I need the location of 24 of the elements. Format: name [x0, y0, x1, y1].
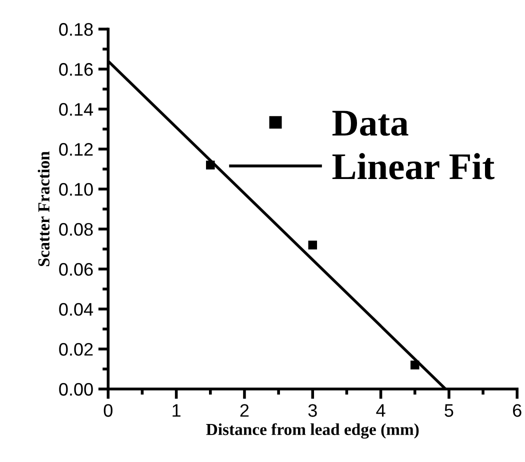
y-tick-label: 0.12	[59, 143, 93, 156]
legend-label: Linear Fit	[332, 153, 494, 180]
y-tick-label: 0.10	[59, 182, 93, 196]
x-tick-label: 5	[444, 404, 454, 417]
x-tick-label: 1	[172, 404, 180, 417]
x-tick-label: 0	[104, 404, 112, 417]
y-tick-label: 0.02	[59, 342, 93, 356]
y-tick-label: 0.18	[59, 23, 93, 36]
y-tick-label: 0.06	[59, 262, 93, 276]
point	[308, 240, 318, 250]
point	[206, 160, 215, 170]
y-axis-title: Scatter Fraction	[38, 151, 50, 266]
x-tick-label: 6	[513, 404, 522, 417]
legend-label: Data	[332, 110, 408, 136]
y-tick-label: 0.14	[59, 103, 94, 116]
y-tick-label: 0.00	[59, 382, 93, 396]
y-tick-label: 0.16	[59, 63, 93, 76]
x-tick-label: 3	[308, 404, 317, 417]
y-tick-label: 0.08	[59, 222, 93, 236]
point	[410, 360, 420, 370]
y-tick-label: 0.04	[59, 302, 94, 316]
x-tick-label: 2	[240, 404, 249, 417]
x-tick-label: 4	[376, 404, 386, 417]
x-axis-title: Distance from lead edge (mm)	[206, 423, 419, 439]
